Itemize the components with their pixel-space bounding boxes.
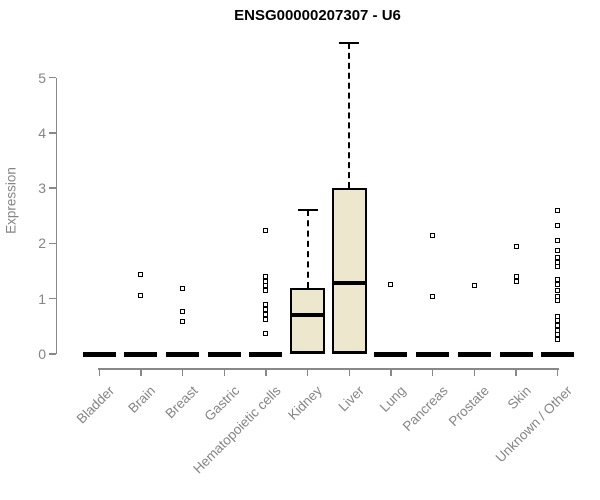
outlier-point xyxy=(555,254,561,260)
y-tick-label: 5 xyxy=(38,69,46,86)
outlier-point xyxy=(430,233,436,239)
outlier-point xyxy=(555,277,561,283)
outlier-point xyxy=(430,293,436,299)
x-tick xyxy=(431,368,434,376)
outlier-point xyxy=(263,302,269,308)
outlier-point xyxy=(138,293,144,299)
outlier-point xyxy=(263,283,269,289)
x-tick-label: Brain xyxy=(125,383,159,416)
x-tick xyxy=(556,368,559,376)
y-tick xyxy=(48,132,56,134)
outlier-point xyxy=(555,287,561,293)
x-tick-label: Liver xyxy=(335,383,367,415)
x-tick xyxy=(265,368,267,376)
outlier-point xyxy=(388,282,394,288)
y-tick xyxy=(48,353,56,355)
x-tick-label: Bladder xyxy=(73,383,117,427)
outlier-point xyxy=(263,307,269,313)
x-tick xyxy=(390,368,392,376)
box xyxy=(331,188,367,354)
outlier-point xyxy=(555,282,561,288)
x-tick-label: Skin xyxy=(504,383,534,413)
outlier-point xyxy=(263,331,269,337)
y-tick-label: 3 xyxy=(38,180,46,197)
x-tick-label: Breast xyxy=(162,383,201,422)
outlier-point xyxy=(513,243,519,249)
flat-box xyxy=(416,351,450,357)
y-tick xyxy=(48,297,56,300)
x-tick-label: Kidney xyxy=(285,383,326,423)
outlier-point xyxy=(180,308,186,314)
outlier-point xyxy=(263,278,269,284)
box xyxy=(290,287,326,354)
outlier-point xyxy=(513,274,519,280)
whisker xyxy=(306,209,309,288)
outlier-point xyxy=(555,207,561,213)
x-tick xyxy=(181,368,184,376)
x-tick xyxy=(98,368,101,376)
x-tick xyxy=(473,368,476,376)
whisker-cap xyxy=(297,208,318,211)
flat-box xyxy=(207,351,241,357)
box-median xyxy=(331,280,367,285)
y-tick xyxy=(48,76,56,79)
flat-box xyxy=(499,351,533,357)
chart-title: ENSG00000207307 - U6 xyxy=(234,7,401,24)
y-tick-label: 2 xyxy=(38,235,46,252)
outlier-point xyxy=(555,222,561,228)
x-axis-line xyxy=(98,368,559,370)
flat-box xyxy=(249,351,283,357)
outlier-point xyxy=(555,263,561,269)
y-tick-label: 0 xyxy=(38,346,46,362)
outlier-point xyxy=(555,247,561,253)
outlier-point xyxy=(138,272,144,278)
outlier-point xyxy=(180,285,186,291)
y-axis-line xyxy=(55,77,57,354)
outlier-point xyxy=(555,237,561,243)
flat-box xyxy=(82,351,116,357)
outlier-point xyxy=(471,283,477,289)
x-tick xyxy=(348,368,351,376)
outlier-point xyxy=(555,322,561,328)
flat-box xyxy=(374,351,408,357)
x-tick xyxy=(140,368,142,376)
outlier-point xyxy=(263,227,269,233)
outlier-point xyxy=(263,273,269,279)
box-median xyxy=(290,312,326,317)
flat-box xyxy=(124,351,158,357)
x-tick-label: Pancreas xyxy=(399,383,451,434)
whisker-cap xyxy=(339,41,360,44)
x-tick-label: Unknown / Other xyxy=(493,383,576,466)
y-tick xyxy=(48,187,56,189)
outlier-point xyxy=(555,336,561,342)
y-tick-label: 4 xyxy=(38,124,46,141)
x-tick-label: Lung xyxy=(376,383,409,415)
y-axis-label: Expression xyxy=(3,167,19,234)
x-tick xyxy=(515,368,517,376)
y-tick xyxy=(48,242,56,245)
outlier-point xyxy=(513,279,519,285)
x-tick xyxy=(306,368,309,376)
flat-box xyxy=(166,351,200,357)
flat-box xyxy=(457,351,491,357)
outlier-point xyxy=(555,298,561,304)
x-tick-label: Gastric xyxy=(201,383,242,424)
outlier-point xyxy=(263,316,269,322)
flat-box xyxy=(541,351,575,357)
outlier-point xyxy=(180,319,186,325)
outlier-point xyxy=(263,288,269,294)
whisker xyxy=(348,42,351,189)
x-tick xyxy=(223,368,226,376)
x-tick-label: Prostate xyxy=(445,383,492,430)
y-tick-label: 1 xyxy=(38,290,46,307)
